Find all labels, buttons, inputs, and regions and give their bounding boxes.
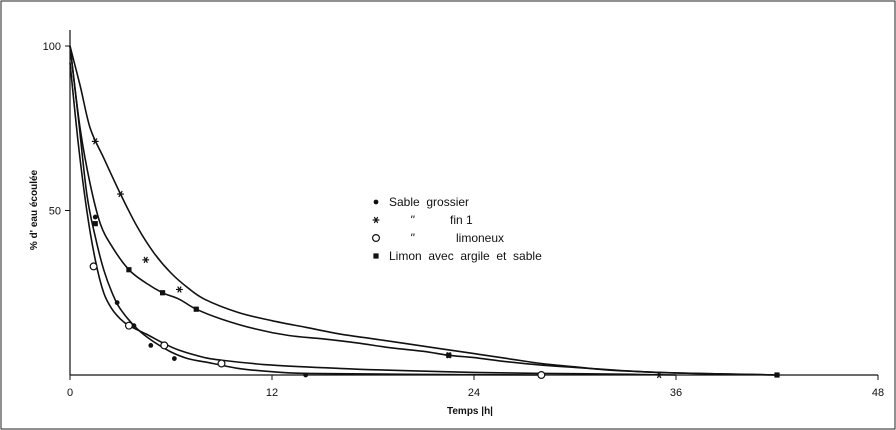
legend-label: limoneux <box>456 231 504 245</box>
series-layer <box>69 45 780 380</box>
data-point-square <box>126 267 132 273</box>
legend-marker-dot <box>373 199 379 205</box>
data-point-square <box>446 352 452 358</box>
data-point-star <box>176 286 183 293</box>
star-stroke <box>143 256 148 264</box>
y-axis-label: % d' eau écoulée <box>29 169 40 250</box>
data-point-square <box>774 372 780 378</box>
y-ticks: 50 100 <box>43 41 70 218</box>
data-point-star <box>142 256 150 264</box>
y-tick-label: 100 <box>43 41 61 53</box>
x-tick-label: 24 <box>468 387 480 399</box>
data-point-square <box>92 221 98 227</box>
data-point-dot <box>148 342 154 348</box>
x-tick-label: 48 <box>872 387 884 399</box>
x-ticks: 0 12 24 36 48 <box>67 375 884 399</box>
legend-item: Limon avec argile et sable <box>373 249 542 263</box>
data-point-star <box>117 190 124 198</box>
star-stroke <box>118 190 123 198</box>
data-point-dot <box>92 214 98 220</box>
legend-marker-square <box>373 253 379 259</box>
legend-marker-star <box>372 216 380 224</box>
data-point-dot <box>171 356 177 361</box>
star-stroke <box>93 138 98 145</box>
star-stroke <box>373 216 379 224</box>
data-point-dot <box>114 300 120 306</box>
series-line-dot <box>69 45 542 376</box>
legend-ditto: " <box>410 231 415 245</box>
x-tick-label: 36 <box>670 387 682 399</box>
axes <box>69 30 878 376</box>
x-tick-label: 0 <box>67 387 73 399</box>
legend-item: Sable grossier <box>373 195 469 209</box>
data-point-circle <box>124 321 133 330</box>
data-point-star <box>91 138 99 145</box>
star-stroke <box>177 286 182 293</box>
x-axis-label: Temps |h| <box>447 406 493 417</box>
series-line-square <box>69 45 778 376</box>
series-line-star <box>69 45 778 376</box>
legend-item: " fin 1 <box>372 213 473 227</box>
x-tick-label: 12 <box>266 387 278 399</box>
legend-item: " limoneux <box>372 231 504 245</box>
legend-ditto: " <box>410 213 415 227</box>
series-circle <box>69 62 677 380</box>
data-point-circle <box>217 359 226 368</box>
legend-marker-circle <box>372 234 381 243</box>
series-star <box>69 45 778 379</box>
data-point-square <box>159 290 166 296</box>
series-square <box>69 45 780 378</box>
data-point-circle <box>160 341 169 350</box>
y-tick-label: 50 <box>49 206 61 218</box>
legend: Sable grossier " fin 1 " limoneux Limon avec … <box>372 195 542 263</box>
data-point-dot <box>303 372 309 378</box>
legend-label: Limon avec argile et sable <box>389 249 542 263</box>
legend-label: Sable grossier <box>389 195 469 209</box>
data-point-circle <box>537 371 546 380</box>
data-point-square <box>193 306 199 312</box>
series-dot <box>69 45 542 378</box>
series-line-circle <box>69 62 677 376</box>
legend-label: fin 1 <box>450 213 473 227</box>
data-point-circle <box>89 262 98 271</box>
